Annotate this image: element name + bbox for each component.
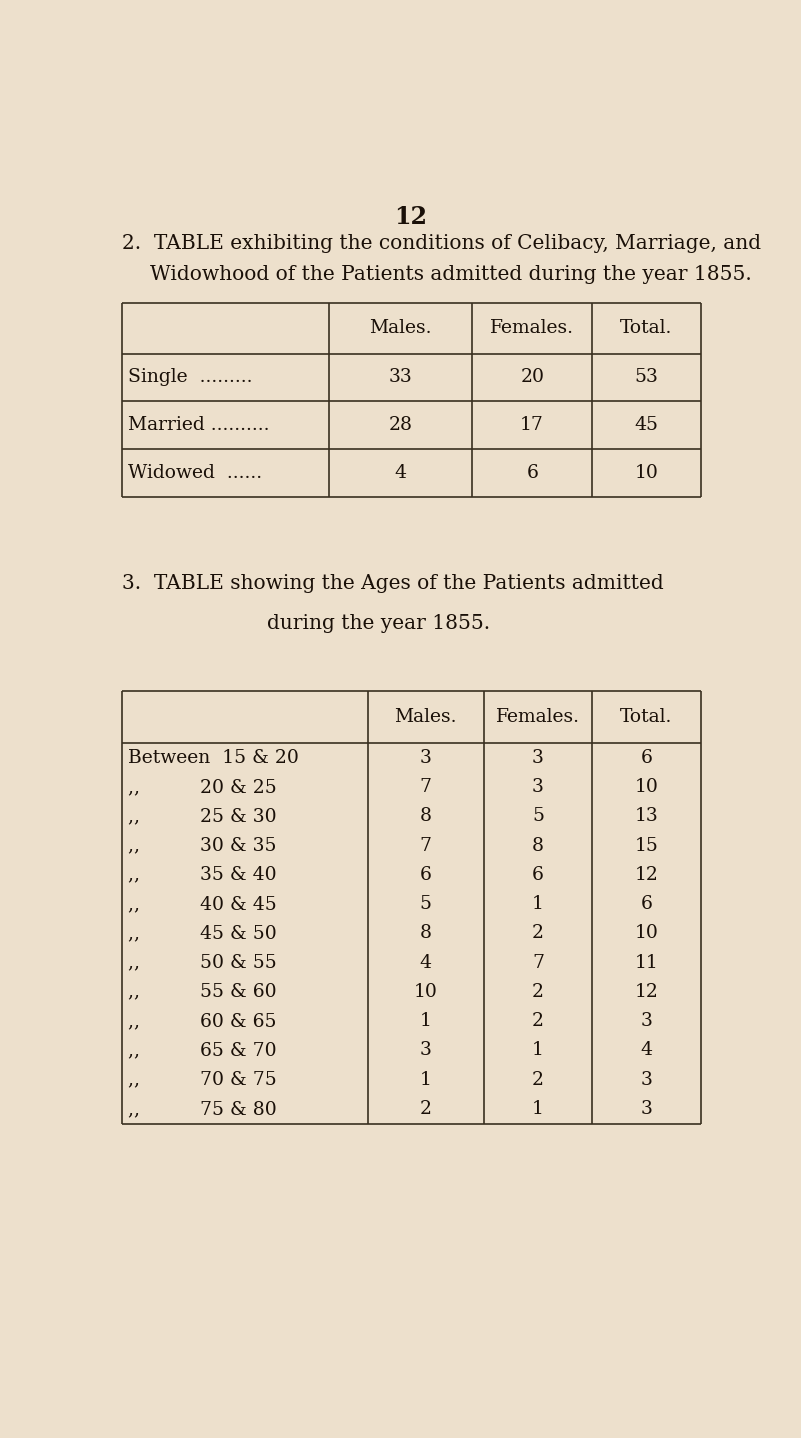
Text: 2: 2: [420, 1100, 432, 1117]
Text: Total.: Total.: [620, 707, 673, 726]
Text: 7: 7: [532, 953, 544, 972]
Text: 7: 7: [420, 778, 432, 797]
Text: Females.: Females.: [490, 319, 574, 338]
Text: ,,          35 & 40: ,, 35 & 40: [128, 866, 276, 884]
Text: 1: 1: [532, 894, 544, 913]
Text: 53: 53: [634, 368, 658, 387]
Text: 10: 10: [634, 925, 658, 942]
Text: 10: 10: [413, 982, 437, 1001]
Text: ,,          45 & 50: ,, 45 & 50: [128, 925, 277, 942]
Text: Males.: Males.: [369, 319, 432, 338]
Text: ,,          55 & 60: ,, 55 & 60: [128, 982, 276, 1001]
Text: ,,          75 & 80: ,, 75 & 80: [128, 1100, 277, 1117]
Text: Males.: Males.: [394, 707, 457, 726]
Text: 6: 6: [532, 866, 544, 884]
Text: 2: 2: [532, 982, 544, 1001]
Text: 7: 7: [420, 837, 432, 854]
Text: 12: 12: [634, 982, 658, 1001]
Text: Widowhood of the Patients admitted during the year 1855.: Widowhood of the Patients admitted durin…: [151, 265, 752, 283]
Text: ,,          65 & 70: ,, 65 & 70: [128, 1041, 276, 1060]
Text: 45: 45: [634, 416, 658, 434]
Text: 3: 3: [641, 1100, 653, 1117]
Text: 28: 28: [388, 416, 413, 434]
Text: 3: 3: [420, 1041, 432, 1060]
Text: 13: 13: [634, 807, 658, 825]
Text: 3: 3: [420, 749, 432, 766]
Text: 6: 6: [641, 894, 653, 913]
Text: Married ..........: Married ..........: [128, 416, 269, 434]
Text: 4: 4: [420, 953, 432, 972]
Text: 1: 1: [420, 1012, 432, 1030]
Text: Single  .........: Single .........: [128, 368, 252, 387]
Text: 3: 3: [641, 1071, 653, 1089]
Text: 15: 15: [634, 837, 658, 854]
Text: 5: 5: [420, 894, 432, 913]
Text: 33: 33: [388, 368, 413, 387]
Text: 12: 12: [394, 204, 428, 229]
Text: 8: 8: [420, 925, 432, 942]
Text: 1: 1: [420, 1071, 432, 1089]
Text: Total.: Total.: [620, 319, 673, 338]
Text: 2: 2: [532, 925, 544, 942]
Text: 12: 12: [634, 866, 658, 884]
Text: ,,          70 & 75: ,, 70 & 75: [128, 1071, 277, 1089]
Text: ,,          50 & 55: ,, 50 & 55: [128, 953, 277, 972]
Text: 11: 11: [634, 953, 658, 972]
Text: 4: 4: [641, 1041, 653, 1060]
Text: 3: 3: [641, 1012, 653, 1030]
Text: ,,          20 & 25: ,, 20 & 25: [128, 778, 277, 797]
Text: Widowed  ......: Widowed ......: [128, 464, 262, 482]
Text: 6: 6: [641, 749, 653, 766]
Text: ,,          60 & 65: ,, 60 & 65: [128, 1012, 276, 1030]
Text: 4: 4: [394, 464, 406, 482]
Text: during the year 1855.: during the year 1855.: [267, 614, 490, 633]
Text: 10: 10: [634, 464, 658, 482]
Text: ,,          40 & 45: ,, 40 & 45: [128, 894, 277, 913]
Text: 8: 8: [420, 807, 432, 825]
Text: ,,          25 & 30: ,, 25 & 30: [128, 807, 276, 825]
Text: Females.: Females.: [496, 707, 580, 726]
Text: 6: 6: [420, 866, 432, 884]
Text: 1: 1: [532, 1100, 544, 1117]
Text: 2.  TABLE exhibiting the conditions of Celibacy, Marriage, and: 2. TABLE exhibiting the conditions of Ce…: [122, 234, 761, 253]
Text: 3: 3: [532, 778, 544, 797]
Text: 20: 20: [520, 368, 544, 387]
Text: ,,          30 & 35: ,, 30 & 35: [128, 837, 276, 854]
Text: 2: 2: [532, 1071, 544, 1089]
Text: 3.  TABLE showing the Ages of the Patients admitted: 3. TABLE showing the Ages of the Patient…: [122, 574, 663, 592]
Text: 10: 10: [634, 778, 658, 797]
Text: Between  15 & 20: Between 15 & 20: [128, 749, 299, 766]
Text: 5: 5: [532, 807, 544, 825]
Text: 6: 6: [526, 464, 538, 482]
Text: 1: 1: [532, 1041, 544, 1060]
Text: 17: 17: [521, 416, 544, 434]
Text: 8: 8: [532, 837, 544, 854]
Text: 2: 2: [532, 1012, 544, 1030]
Text: 3: 3: [532, 749, 544, 766]
